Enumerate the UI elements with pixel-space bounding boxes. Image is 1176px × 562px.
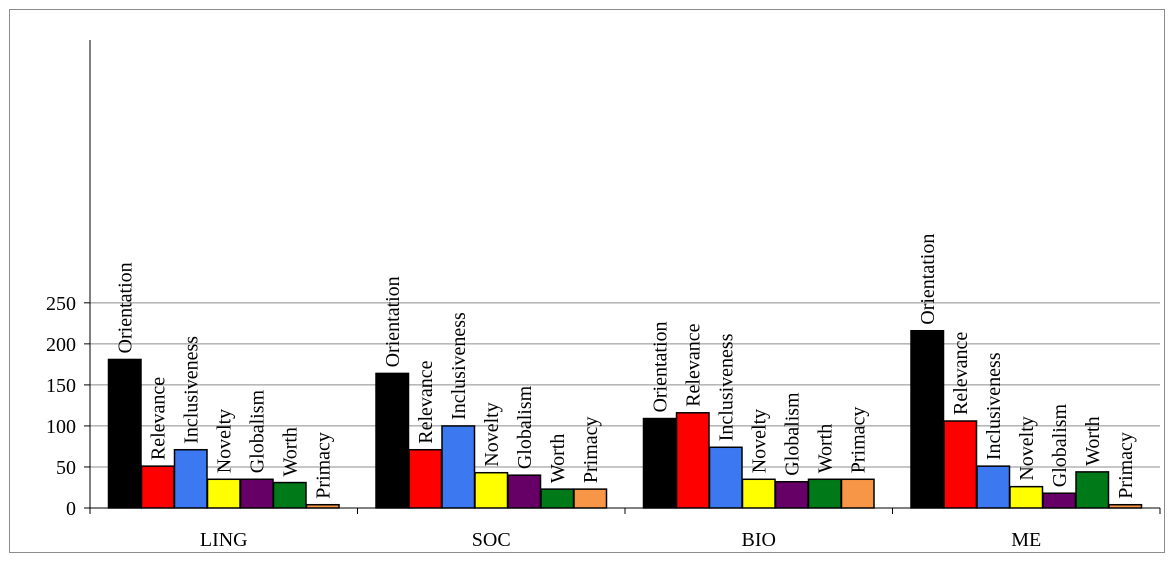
bar-label: Inclusiveness [983,352,1005,460]
bar-inclusiveness-soc [441,425,476,509]
bar-relevance-me [943,420,978,509]
bar-label: Primacy [580,416,602,483]
bar-novelty-me [1009,485,1044,509]
bar-labels: Orientation Relevance Inclusiveness Novelty… [115,234,1138,499]
bar-label: Inclusiveness [716,333,738,441]
bar-novelty-ling [206,478,241,509]
bar-label: Inclusiveness [181,336,203,444]
bar-worth-ling [272,481,307,509]
bar-inclusiveness-me [976,465,1011,509]
bar-orientation-ling [107,358,142,509]
bar-worth-soc [540,488,575,509]
y-tick-label: 250 [46,293,76,315]
bar-label: Inclusiveness [448,312,470,420]
bar-globalism-bio [774,480,809,509]
bar-label: Worth [547,434,569,484]
y-axis-ticks: 0 50 100 150 200 250 [46,293,90,520]
bar-label: Worth [815,424,837,474]
bar-primacy-bio [840,478,875,509]
x-category-label: ME [1011,529,1041,551]
bar-worth-me [1075,471,1110,509]
y-tick-label: 100 [46,416,76,438]
bar-relevance-ling [140,465,175,509]
bar-worth-bio [807,478,842,509]
x-category-label: SOC [472,529,511,551]
bar-label: Globalism [514,385,536,469]
bar-label: Worth [1082,416,1104,466]
bar-label: Orientation [382,276,404,367]
bar-inclusiveness-bio [708,446,743,509]
bar-label: Orientation [917,234,939,325]
bar-relevance-soc [408,448,443,509]
bar-globalism-me [1042,492,1077,509]
bar-label: Worth [280,427,302,477]
bar-relevance-bio [675,412,710,509]
bar-label: Primacy [313,432,335,499]
bar-novelty-bio [741,478,776,509]
bar-orientation-bio [642,417,677,509]
x-category-label: LING [200,529,248,551]
bar-label: Novelty [1016,416,1038,480]
axes [89,40,1161,514]
bar-label: Orientation [650,321,672,412]
y-tick-label: 200 [46,334,76,356]
bar-label: Novelty [214,409,236,473]
bar-label: Relevance [950,332,972,415]
bar-orientation-me [910,329,945,509]
bar-globalism-soc [507,474,542,509]
bar-globalism-ling [239,478,274,509]
bar-label: Relevance [683,323,705,406]
bar-orientation-soc [375,372,410,509]
y-tick-label: 50 [56,457,76,479]
x-category-label: BIO [742,529,776,551]
y-tick-label: 0 [66,498,76,520]
bar-label: Globalism [782,392,804,476]
bar-label: Globalism [1049,403,1071,487]
bar-label: Relevance [148,377,170,460]
y-tick-label: 150 [46,375,76,397]
bar-label: Primacy [848,407,870,474]
bar-label: Relevance [415,360,437,443]
bar-inclusiveness-ling [173,448,208,509]
bar-novelty-soc [474,471,509,509]
bar-label: Novelty [749,409,771,473]
x-axis-categories: LING SOC BIO ME [200,529,1041,551]
bar-label: Novelty [481,402,503,466]
bar-label: Primacy [1115,432,1137,499]
bars [107,329,1143,509]
bar-primacy-soc [573,488,608,509]
bar-label: Globalism [247,390,269,474]
bar-label: Orientation [115,262,137,353]
